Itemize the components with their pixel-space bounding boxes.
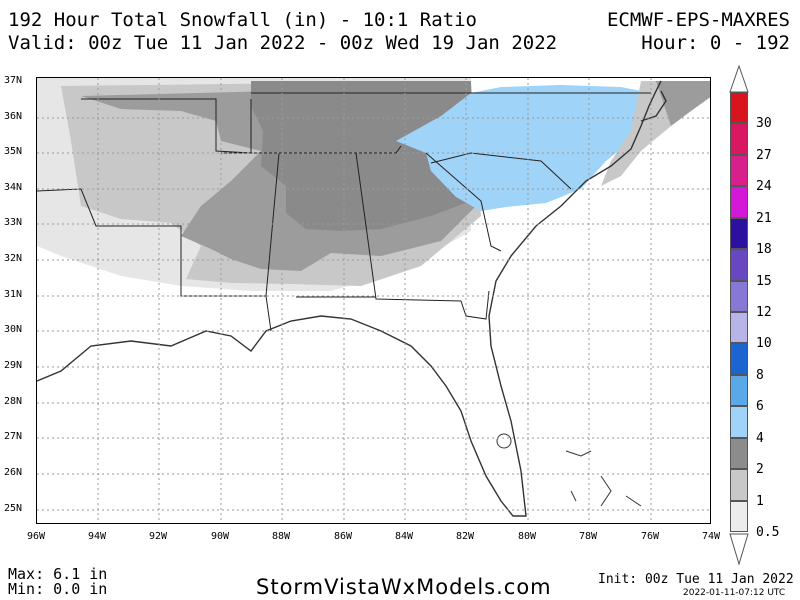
colorbar-segment xyxy=(730,217,748,250)
valid-period: Valid: 00z Tue 11 Jan 2022 - 00z Wed 19 … xyxy=(8,32,558,54)
colorbar-segment xyxy=(730,123,748,155)
lon-label: 88W xyxy=(271,531,291,542)
snow-area-ne xyxy=(656,81,710,126)
colorbar-segment xyxy=(730,186,748,218)
colorbar-label: 30 xyxy=(756,116,772,132)
colorbar-label: 8 xyxy=(756,367,764,383)
lat-label: 26N xyxy=(4,467,23,478)
colorbar-segment xyxy=(730,154,748,187)
forecast-hours: Hour: 0 - 192 xyxy=(641,32,790,54)
lat-label: 25N xyxy=(4,503,23,514)
lake-okeechobee xyxy=(496,433,512,449)
colorbar-label: 2 xyxy=(756,462,764,478)
colorbar-label: 24 xyxy=(756,179,772,195)
site-credit: StormVistaWxModels.com xyxy=(256,575,552,599)
lat-label: 32N xyxy=(4,253,23,264)
snowfall-map[interactable] xyxy=(36,77,711,524)
max-value: Max: 6.1 in xyxy=(8,565,108,583)
colorbar-label: 27 xyxy=(756,147,772,163)
render-timestamp: 2022-01-11-07:12 UTC xyxy=(683,588,786,598)
bahamas-islands xyxy=(565,450,642,507)
colorbar-label: 15 xyxy=(756,273,772,289)
colorbar-segment xyxy=(730,469,748,501)
colorbar-segment xyxy=(730,249,748,281)
state-borders xyxy=(37,92,651,332)
colorbar-segment xyxy=(730,500,748,532)
lat-label: 30N xyxy=(4,324,23,335)
lat-label: 33N xyxy=(4,217,23,228)
lon-label: 76W xyxy=(640,531,660,542)
lon-label: 80W xyxy=(517,531,537,542)
lat-label: 28N xyxy=(4,396,23,407)
colorbar-segment xyxy=(730,92,748,124)
lon-label: 96W xyxy=(26,531,46,542)
lon-label: 92W xyxy=(148,531,168,542)
colorbar-bottom-arrow xyxy=(729,533,749,566)
lon-label: 84W xyxy=(394,531,414,542)
lon-label: 94W xyxy=(87,531,107,542)
lon-label: 74W xyxy=(701,531,721,542)
lat-label: 31N xyxy=(4,289,23,300)
colorbar-segment xyxy=(730,374,748,407)
lon-label: 82W xyxy=(455,531,475,542)
colorbar-label: 0.5 xyxy=(756,525,780,540)
colorbar-label: 10 xyxy=(756,336,772,352)
colorbar-top-arrow xyxy=(729,64,749,93)
colorbar-segment xyxy=(730,343,748,375)
chart-title: 192 Hour Total Snowfall (in) - 10:1 Rati… xyxy=(8,9,477,31)
lat-label: 29N xyxy=(4,360,23,371)
colorbar-label: 6 xyxy=(756,399,764,415)
lon-label: 78W xyxy=(578,531,598,542)
lat-label: 27N xyxy=(4,431,23,442)
map-canvas xyxy=(37,78,710,523)
colorbar-segment xyxy=(730,312,748,344)
init-time: Init: 00z Tue 11 Jan 2022 xyxy=(598,572,794,587)
lon-label: 86W xyxy=(333,531,353,542)
colorbar-segment xyxy=(730,406,748,438)
colorbar-label: 18 xyxy=(756,242,772,258)
min-value: Min: 0.0 in xyxy=(8,580,108,598)
lat-label: 35N xyxy=(4,146,23,157)
lon-label: 90W xyxy=(210,531,230,542)
model-name: ECMWF-EPS-MAXRES xyxy=(606,9,790,31)
lat-label: 37N xyxy=(4,75,23,86)
colorbar-label: 21 xyxy=(756,210,772,226)
colorbar-label: 4 xyxy=(756,430,764,446)
snow-area-3in xyxy=(251,81,471,231)
colorbar-label: 12 xyxy=(756,305,772,320)
lat-label: 36N xyxy=(4,111,23,122)
lat-label: 34N xyxy=(4,182,23,193)
colorbar-label: 1 xyxy=(756,493,764,509)
colorbar-segment xyxy=(730,280,748,312)
colorbar-segment xyxy=(730,437,748,470)
